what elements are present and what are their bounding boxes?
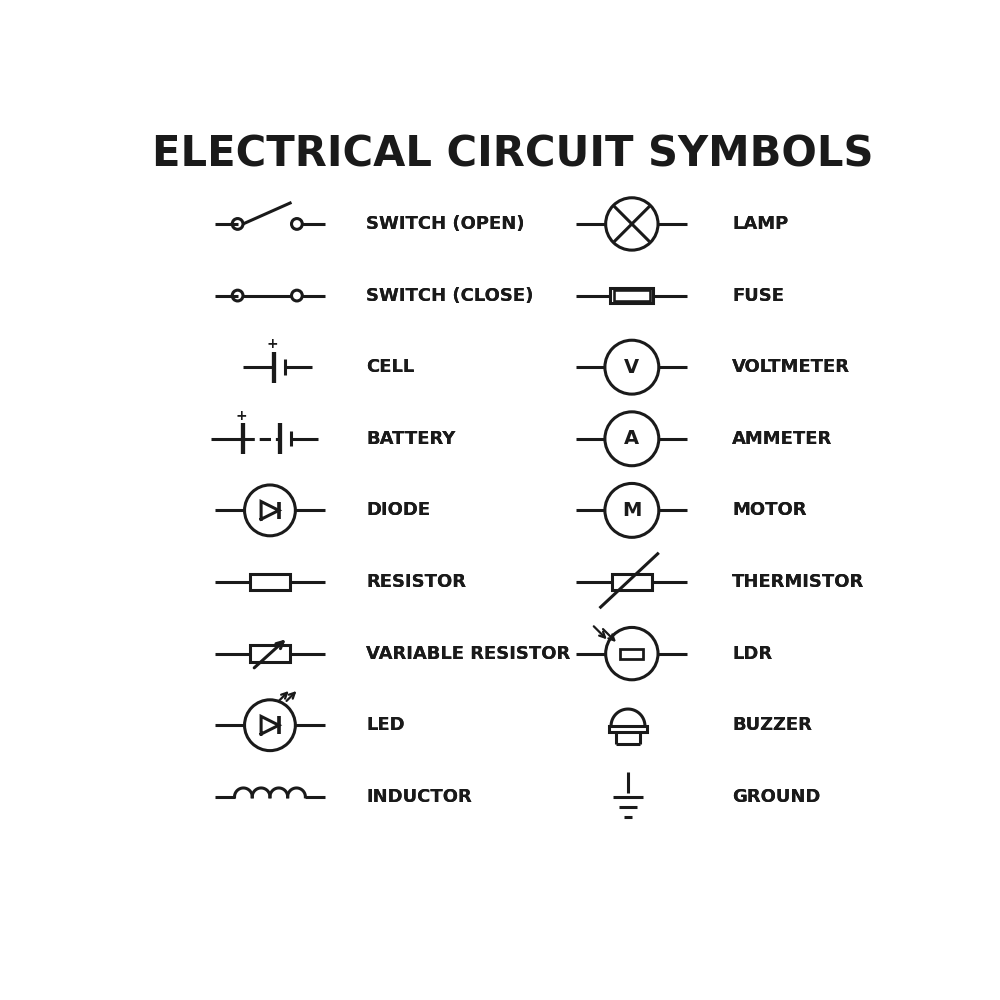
Text: SWITCH (OPEN): SWITCH (OPEN): [366, 215, 525, 233]
Bar: [250, 574, 290, 590]
Bar: [614, 290, 650, 301]
Text: DIODE: DIODE: [366, 501, 430, 519]
Text: CELL: CELL: [366, 358, 414, 376]
Bar: [612, 574, 652, 590]
Text: LDR: LDR: [732, 645, 772, 663]
Text: +: +: [266, 337, 278, 351]
Text: V: V: [624, 358, 639, 377]
Text: VOLTMETER: VOLTMETER: [732, 358, 850, 376]
Text: VARIABLE RESISTOR: VARIABLE RESISTOR: [366, 645, 570, 663]
Text: AMMETER: AMMETER: [732, 430, 832, 448]
Text: FUSE: FUSE: [732, 287, 784, 305]
Text: M: M: [622, 501, 642, 520]
Text: THERMISTOR: THERMISTOR: [732, 573, 864, 591]
Text: +: +: [236, 409, 247, 423]
Text: MOTOR: MOTOR: [732, 501, 806, 519]
Bar: [250, 645, 290, 662]
Text: LAMP: LAMP: [732, 215, 788, 233]
Text: LED: LED: [366, 716, 405, 734]
Text: THERMISTOR: THERMISTOR: [732, 573, 864, 591]
Text: GROUND: GROUND: [732, 788, 820, 806]
Text: VOLTMETER: VOLTMETER: [732, 358, 850, 376]
Text: VARIABLE RESISTOR: VARIABLE RESISTOR: [366, 645, 570, 663]
Text: BUZZER: BUZZER: [732, 716, 812, 734]
Text: LED: LED: [366, 716, 405, 734]
Text: INDUCTOR: INDUCTOR: [366, 788, 472, 806]
Text: FUSE: FUSE: [732, 287, 784, 305]
Text: DIODE: DIODE: [366, 501, 430, 519]
Text: INDUCTOR: INDUCTOR: [366, 788, 472, 806]
Text: RESISTOR: RESISTOR: [366, 573, 466, 591]
Text: LDR: LDR: [732, 645, 772, 663]
Bar: [609, 726, 647, 732]
Text: RESISTOR: RESISTOR: [366, 573, 466, 591]
Text: LAMP: LAMP: [732, 215, 788, 233]
Text: BUZZER: BUZZER: [732, 716, 812, 734]
Text: CELL: CELL: [366, 358, 414, 376]
Bar: [610, 288, 653, 303]
Text: ELECTRICAL CIRCUIT SYMBOLS: ELECTRICAL CIRCUIT SYMBOLS: [152, 134, 873, 176]
Text: GROUND: GROUND: [732, 788, 820, 806]
Text: MOTOR: MOTOR: [732, 501, 806, 519]
Text: SWITCH (CLOSE): SWITCH (CLOSE): [366, 287, 534, 305]
Text: BATTERY: BATTERY: [366, 430, 456, 448]
Text: BATTERY: BATTERY: [366, 430, 456, 448]
Text: SWITCH (OPEN): SWITCH (OPEN): [366, 215, 525, 233]
Bar: [620, 649, 643, 659]
Text: A: A: [624, 429, 639, 448]
Text: AMMETER: AMMETER: [732, 430, 832, 448]
Text: SWITCH (CLOSE): SWITCH (CLOSE): [366, 287, 534, 305]
